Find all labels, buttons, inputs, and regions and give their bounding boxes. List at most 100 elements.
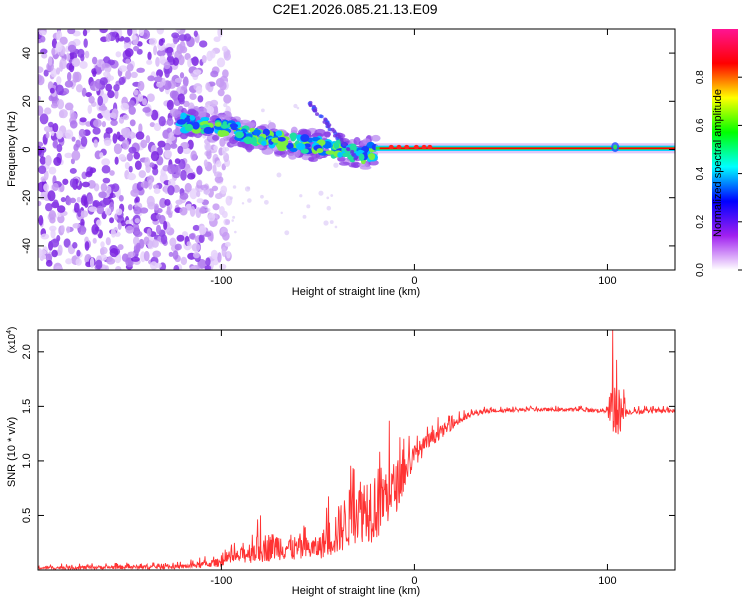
noise-blob xyxy=(214,175,224,184)
noise-blob xyxy=(168,251,174,257)
noise-blob xyxy=(127,204,133,211)
noise-blob xyxy=(164,199,171,206)
noise-speck xyxy=(203,187,206,191)
spectrogram-marks xyxy=(38,29,675,270)
noise-blob xyxy=(156,29,164,35)
noise-blob xyxy=(111,183,120,193)
noise-blob xyxy=(193,30,198,38)
ridge-halo xyxy=(314,128,326,137)
noise-blob xyxy=(212,203,220,211)
noise-blob xyxy=(158,116,166,127)
ridge-branch xyxy=(323,117,328,122)
ridge-branch xyxy=(340,140,345,145)
noise-blob xyxy=(189,188,198,200)
noise-blob xyxy=(40,176,47,182)
spectrogram-plot-area xyxy=(38,29,675,270)
noise-blob xyxy=(57,133,63,139)
noise-blob xyxy=(69,197,77,204)
noise-blob xyxy=(166,127,173,134)
noise-blob xyxy=(109,170,115,176)
noise-blob xyxy=(213,36,221,43)
noise-blob xyxy=(178,97,185,105)
noise-blob xyxy=(48,56,53,66)
noise-blob xyxy=(124,162,130,170)
noise-blob xyxy=(99,29,108,34)
y-tick-label: 1.5 xyxy=(21,399,33,414)
noise-blob xyxy=(151,239,159,248)
noise-blob xyxy=(192,251,200,259)
noise-blob xyxy=(225,219,231,225)
noise-blob xyxy=(89,167,97,174)
noise-blob xyxy=(120,102,130,111)
noise-blob xyxy=(192,69,202,75)
noise-blob xyxy=(194,35,200,42)
y-tick-label: 20 xyxy=(21,95,33,107)
noise-blob xyxy=(131,29,137,35)
noise-blob xyxy=(147,75,155,82)
noise-blob xyxy=(96,205,105,215)
noise-speck xyxy=(205,192,209,196)
ridge-halo xyxy=(338,161,350,166)
noise-blob xyxy=(156,213,162,220)
noise-blob xyxy=(63,238,71,248)
noise-blob xyxy=(51,47,56,56)
noise-speck xyxy=(329,220,334,224)
ridge-blob xyxy=(341,152,351,157)
ridge-blob xyxy=(325,150,335,155)
noise-blob xyxy=(101,121,107,128)
noise-blob xyxy=(49,225,57,232)
noise-speck xyxy=(222,150,226,154)
ridge-blob xyxy=(253,129,261,136)
noise-blob xyxy=(118,195,124,202)
noise-blob xyxy=(92,70,97,78)
colorbar-tick-label: 0.2 xyxy=(695,214,706,228)
noise-speck xyxy=(318,190,324,196)
colorbar: 0.0 0.2 0.4 0.6 0.8 Normalized spectral ampl… xyxy=(695,29,742,277)
band-core xyxy=(379,147,675,150)
noise-blob xyxy=(137,80,145,92)
noise-blob xyxy=(153,122,162,132)
noise-blob xyxy=(107,75,115,81)
noise-blob xyxy=(80,195,88,207)
noise-blob xyxy=(56,99,65,110)
noise-blob xyxy=(213,145,218,151)
noise-blob xyxy=(86,29,91,33)
noise-blob xyxy=(85,171,93,178)
noise-blob xyxy=(187,172,196,180)
noise-blob xyxy=(163,61,171,70)
ridge-halo xyxy=(242,144,249,149)
noise-blob xyxy=(111,108,119,120)
noise-blob xyxy=(92,237,97,244)
noise-blob xyxy=(196,190,201,198)
noise-blob xyxy=(48,210,56,220)
noise-blob xyxy=(179,206,188,216)
noise-blob xyxy=(65,196,72,206)
noise-blob xyxy=(226,250,231,259)
chart-title: C2E1.2026.085.21.13.E09 xyxy=(272,1,437,17)
noise-blob xyxy=(100,183,108,192)
noise-blob xyxy=(70,112,78,120)
ridge-halo xyxy=(247,122,255,128)
noise-blob xyxy=(104,265,109,270)
noise-blob xyxy=(187,139,194,150)
noise-blob xyxy=(65,129,74,140)
noise-blob xyxy=(102,177,111,184)
noise-blob xyxy=(174,243,182,251)
noise-blob xyxy=(147,51,152,61)
ridge-branch xyxy=(332,129,337,134)
ridge-halo xyxy=(267,122,276,131)
noise-blob xyxy=(114,89,119,100)
svg-text:(x104): (x104) xyxy=(6,327,18,354)
noise-blob xyxy=(189,205,196,217)
noise-blob xyxy=(84,241,90,251)
spectrogram-y-axis-label: Frequency (Hz) xyxy=(6,111,18,187)
noise-blob xyxy=(171,90,179,101)
noise-speck xyxy=(232,215,236,219)
noise-blob xyxy=(88,206,98,212)
noise-blob xyxy=(122,139,130,150)
noise-blob xyxy=(184,182,192,193)
noise-blob xyxy=(50,229,56,239)
noise-blob xyxy=(125,219,134,226)
noise-blob xyxy=(66,226,71,234)
noise-blob xyxy=(173,265,180,270)
